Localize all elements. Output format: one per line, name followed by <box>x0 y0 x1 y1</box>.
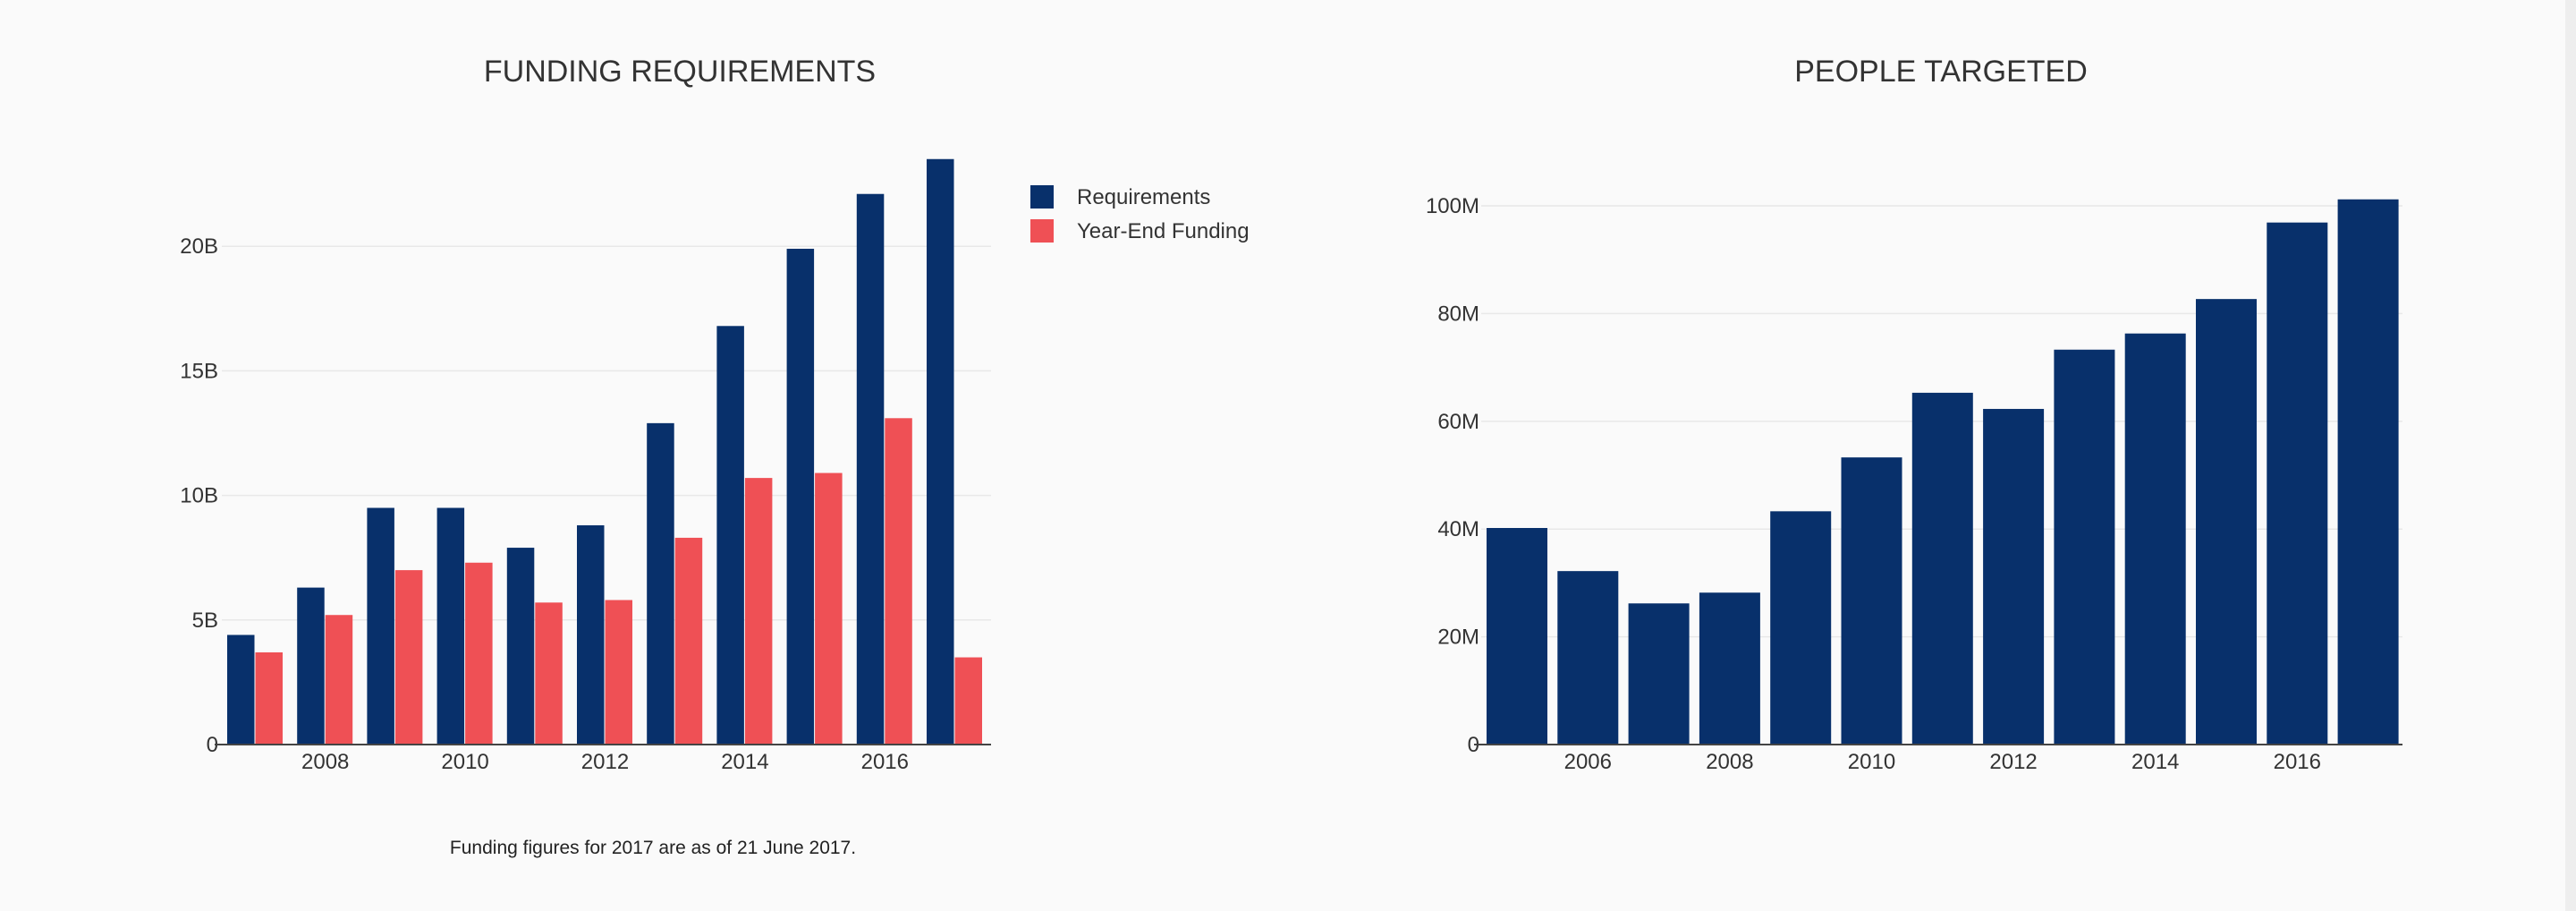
x-tick-label: 2014 <box>2131 750 2179 774</box>
requirements-bar <box>927 158 954 745</box>
people-bar <box>1841 457 1902 745</box>
people-bar <box>1770 511 1832 745</box>
legend: Requirements Year-End Funding <box>1030 185 1250 243</box>
funding-bar <box>674 537 703 745</box>
funding-bar <box>815 473 843 745</box>
y-tick-label: 60M <box>1437 410 1479 434</box>
y-tick-label: 5B <box>192 609 218 633</box>
requirements-bar <box>297 587 325 745</box>
people-bar <box>2337 199 2399 745</box>
x-tick-label: 2010 <box>441 750 488 774</box>
x-tick-label: 2014 <box>721 750 768 774</box>
legend-label: Requirements <box>1077 185 1210 209</box>
y-tick-label: 80M <box>1437 302 1479 326</box>
legend-swatch <box>1030 219 1054 243</box>
y-tick-label: 40M <box>1437 517 1479 541</box>
people-bar <box>1983 408 2045 745</box>
funding-bar <box>954 657 982 745</box>
x-tick-label: 2010 <box>1848 750 1895 774</box>
legend-swatch <box>1030 185 1054 209</box>
people-bar <box>1557 571 1619 745</box>
y-tick-label: 15B <box>180 359 218 383</box>
x-tick-label: 2012 <box>1989 750 2037 774</box>
scrollbar[interactable] <box>2565 0 2576 911</box>
people-bar <box>1628 603 1690 745</box>
requirements-bar <box>577 525 605 745</box>
people-bar <box>2124 333 2186 745</box>
people-bar <box>2054 349 2115 745</box>
requirements-bar <box>436 507 465 745</box>
x-tick-label: 2012 <box>581 750 629 774</box>
y-tick-label: 100M <box>1426 194 1479 218</box>
funding-bar <box>605 600 632 745</box>
people-targeted-chart: PEOPLE TARGETED 0 20M 40M 60M 80M 100M 2006 2008… <box>1426 55 2402 774</box>
people-bar <box>1911 392 1973 745</box>
funding-bar <box>744 478 773 745</box>
footnote: Funding figures for 2017 are as of 21 Ju… <box>450 838 856 858</box>
requirements-bar <box>786 248 815 745</box>
x-tick-label: 2016 <box>2274 750 2321 774</box>
people-bar <box>2267 222 2328 745</box>
people-bar <box>1699 592 1760 745</box>
funding-requirements-chart: FUNDING REQUIREMENTS 0 5B 10B 15B 20B 2008 2010… <box>180 55 1249 858</box>
x-tick-label: 2008 <box>301 750 349 774</box>
funding-bar <box>465 562 493 745</box>
requirements-bar <box>647 422 674 745</box>
x-tick-label: 2008 <box>1706 750 1753 774</box>
x-tick-label: 2016 <box>861 750 909 774</box>
y-tick-label: 20M <box>1437 626 1479 650</box>
funding-bar <box>255 651 283 745</box>
funding-bar <box>885 418 912 745</box>
requirements-bar <box>367 507 394 745</box>
legend-label: Year-End Funding <box>1077 219 1250 243</box>
requirements-bar <box>716 326 744 745</box>
funding-bar <box>535 602 563 745</box>
people-bar <box>2196 299 2257 745</box>
x-tick-label: 2006 <box>1564 750 1612 774</box>
y-tick-label: 10B <box>180 484 218 508</box>
y-tick-label: 0 <box>1468 733 1479 757</box>
y-tick-label: 0 <box>207 733 218 757</box>
requirements-bar <box>227 634 255 745</box>
people-bar <box>1487 527 1547 745</box>
y-tick-label: 20B <box>180 234 218 259</box>
funding-bar <box>394 570 423 745</box>
chart-title: FUNDING REQUIREMENTS <box>484 55 876 89</box>
requirements-bar <box>506 548 535 745</box>
funding-bar <box>325 615 353 745</box>
requirements-bar <box>856 193 885 745</box>
chart-title: PEOPLE TARGETED <box>1794 55 2088 89</box>
